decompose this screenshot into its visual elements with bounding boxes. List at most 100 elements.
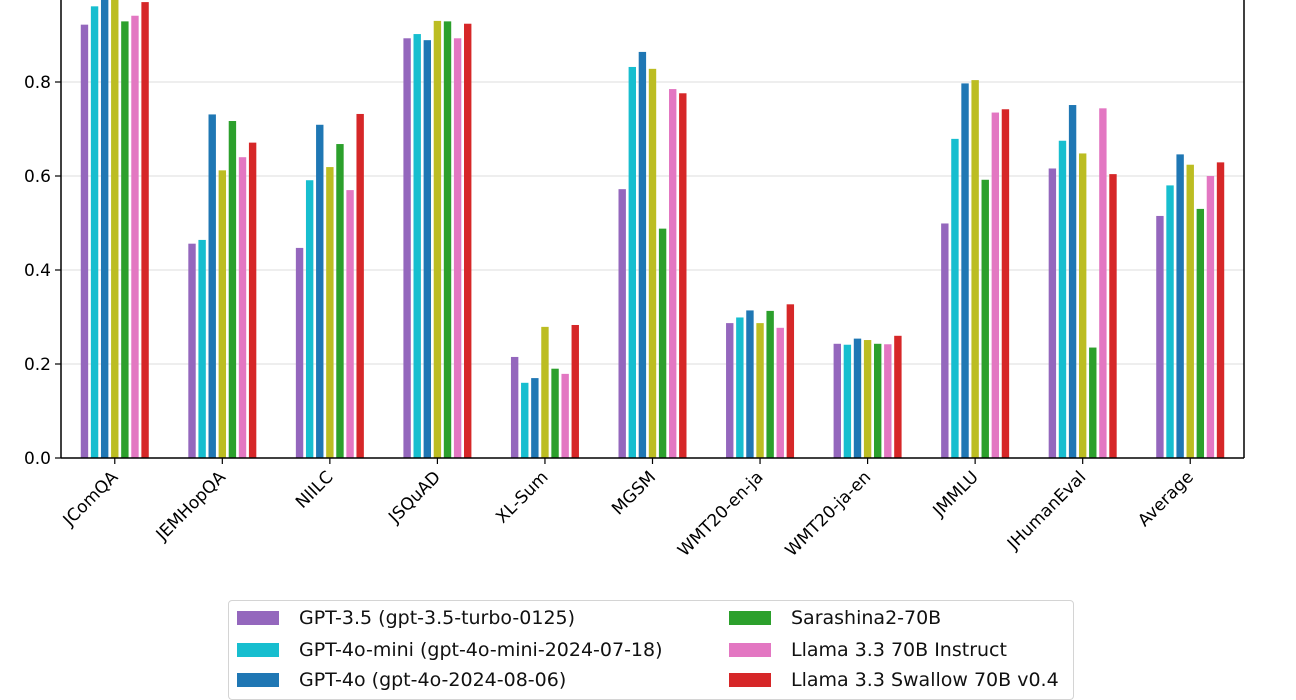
bar (208, 114, 216, 459)
x-tick-label: JHumanEval (1003, 467, 1090, 554)
legend: GPT-3.5 (gpt-3.5-turbo-0125) GPT-4o-mini… (228, 600, 1074, 700)
x-tick-label: XL-Sum (492, 467, 552, 527)
bar (1196, 208, 1205, 458)
bar (1048, 168, 1057, 459)
legend-entry-gpt-4o: GPT-4o (gpt-4o-2024-08-06) (237, 666, 566, 694)
bar (971, 80, 979, 459)
bar (1099, 108, 1107, 458)
bar (443, 21, 452, 459)
bar (1156, 215, 1164, 458)
bar (90, 6, 99, 459)
bar (531, 378, 539, 458)
bar (131, 15, 139, 458)
legend-swatch (729, 673, 771, 687)
bar (628, 66, 636, 459)
legend-entry-llama-swallow: Llama 3.3 Swallow 70B v0.4 (729, 666, 1059, 694)
bar (991, 112, 1000, 459)
bar (238, 157, 247, 458)
x-tick-label: NIILC (292, 467, 337, 512)
bar (316, 124, 324, 459)
legend-label: GPT-4o-mini (gpt-4o-mini-2024-07-18) (299, 639, 663, 661)
bar (1058, 140, 1067, 458)
bar-chart: 0.0 0.2 0.4 0.6 0.8 JComQA JEMHopQA NIILC JSQuA… (24, 0, 1245, 561)
bar (248, 142, 257, 458)
bar (1068, 105, 1077, 458)
bar (863, 340, 872, 458)
bar (833, 343, 841, 458)
bar (843, 344, 852, 458)
bar (510, 356, 519, 458)
bar (433, 20, 442, 459)
bar (453, 38, 462, 458)
bar (648, 68, 657, 458)
y-tick-label: 0.4 (24, 261, 51, 281)
x-tick-label: JMMLU (929, 467, 983, 521)
legend-label: GPT-3.5 (gpt-3.5-turbo-0125) (299, 607, 576, 629)
bar (981, 179, 989, 458)
bar (571, 324, 579, 458)
legend-entry-gpt-4o-mini: GPT-4o-mini (gpt-4o-mini-2024-07-18) (237, 636, 663, 664)
bar (541, 326, 549, 458)
bar (121, 21, 129, 459)
bar (423, 40, 432, 459)
legend-label: Sarashina2-70B (791, 607, 942, 629)
bar (1186, 164, 1194, 458)
bar (766, 310, 774, 458)
legend-label: Llama 3.3 Swallow 70B v0.4 (791, 669, 1059, 691)
y-tick-label: 0.2 (24, 355, 51, 375)
bar (198, 239, 206, 458)
legend-swatch (729, 611, 771, 625)
bar (1206, 176, 1215, 458)
bar (141, 2, 149, 458)
bar (853, 338, 862, 458)
y-axis-ticks: 0.0 0.2 0.4 0.6 0.8 (24, 73, 61, 469)
bar (336, 144, 344, 459)
bar (884, 344, 892, 458)
bar (1166, 185, 1174, 458)
bar (356, 113, 364, 459)
bar (403, 38, 411, 458)
axes-frame (60, 0, 1245, 459)
bars (80, 0, 1225, 459)
bar (346, 190, 354, 458)
x-tick-label: Average (1134, 467, 1198, 531)
bar (746, 310, 754, 458)
bar (1089, 347, 1097, 458)
bar (521, 382, 529, 458)
bar (941, 223, 949, 458)
y-tick-label: 0.6 (24, 167, 51, 187)
legend-label: Llama 3.3 70B Instruct (791, 639, 1007, 661)
bar (100, 0, 109, 459)
legend-entry-llama-instruct: Llama 3.3 70B Instruct (729, 636, 1007, 664)
x-tick-label: WMT20-ja-en (782, 467, 875, 560)
bar (80, 24, 89, 458)
x-axis-ticks: JComQA JEMHopQA NIILC JSQuAD XL-Sum MGSM WMT20… (59, 458, 1198, 561)
bar (786, 304, 795, 458)
bar (776, 327, 784, 458)
bar (111, 0, 119, 459)
bar (1176, 154, 1184, 458)
x-tick-label: JSQuAD (384, 467, 445, 528)
bar (305, 180, 314, 459)
y-tick-label: 0.0 (24, 449, 51, 469)
bar (736, 317, 744, 458)
bar (618, 189, 626, 458)
bar (188, 243, 196, 458)
bar (551, 368, 559, 458)
bar (218, 170, 227, 459)
legend-swatch (237, 673, 279, 687)
bar (951, 138, 959, 458)
bar (1001, 109, 1010, 458)
bar (295, 247, 304, 458)
bar (228, 121, 237, 458)
bar (638, 51, 647, 459)
x-tick-label: JEMHopQA (152, 467, 230, 545)
legend-label: GPT-4o (gpt-4o-2024-08-06) (299, 669, 567, 691)
legend-entry-sarashina2: Sarashina2-70B (729, 604, 941, 632)
x-tick-label: MGSM (608, 467, 660, 519)
x-tick-label: WMT20-en-ja (674, 467, 767, 560)
bar (873, 343, 882, 458)
legend-swatch (237, 643, 279, 657)
bar (1109, 174, 1117, 458)
bar (669, 89, 677, 459)
